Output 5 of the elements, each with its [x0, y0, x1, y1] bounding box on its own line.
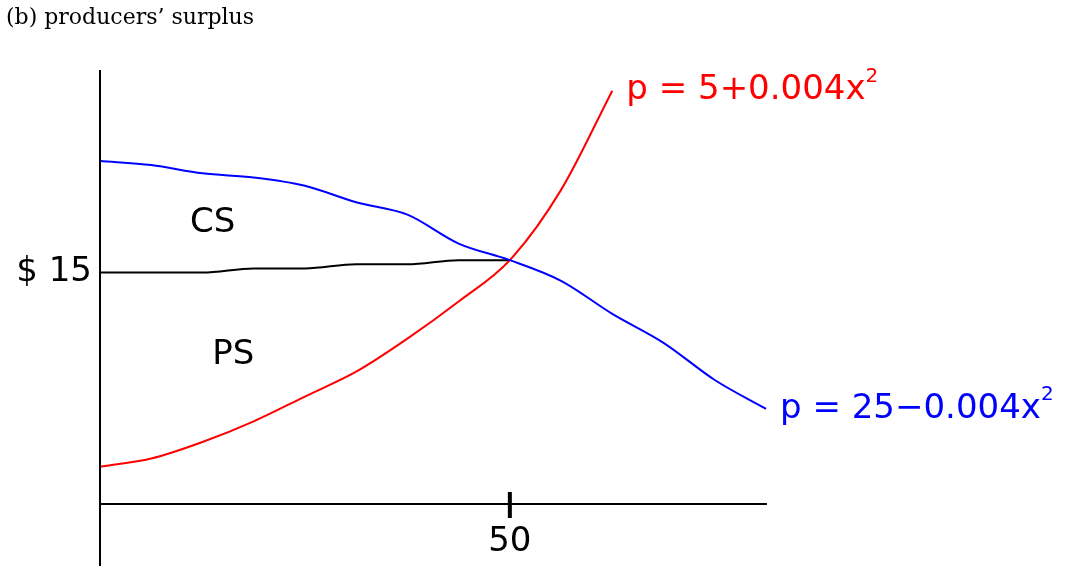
text: $ 15 [16, 249, 92, 290]
annotation: CS [190, 199, 236, 240]
text: 50 [488, 518, 532, 559]
annotation: PS [212, 332, 255, 373]
chart-title: (b) producers’ surplus [6, 4, 255, 29]
